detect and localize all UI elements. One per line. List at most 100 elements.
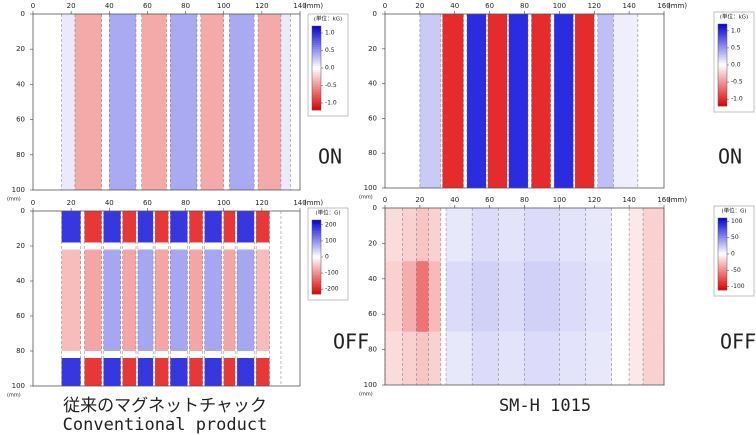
heat-cell — [613, 14, 638, 188]
colorbar-title: (単位：kG) — [720, 13, 748, 21]
heat-cell — [135, 242, 138, 250]
heat-cell — [594, 14, 598, 188]
heat-cell — [170, 358, 188, 386]
heat-cell — [168, 242, 171, 250]
colorbar-step — [718, 73, 727, 76]
y-tick-label: 60 — [16, 312, 25, 320]
colorbar-step — [312, 245, 321, 249]
heat-cell — [103, 249, 121, 351]
x-tick-label: 80 — [181, 199, 190, 207]
x-tick-label: 0 — [31, 199, 35, 207]
colorbar-tick-label: -1.0 — [731, 96, 743, 103]
colorbar-step — [312, 53, 321, 56]
heat-cell — [187, 358, 190, 386]
colorbar-step — [312, 91, 321, 94]
heat-cell — [153, 358, 156, 386]
colorbar-step — [312, 38, 321, 41]
y-tick-label: 80 — [16, 347, 25, 355]
y-tick-label: 20 — [368, 45, 377, 53]
colorbar-step — [718, 255, 727, 258]
colorbar-step — [718, 272, 727, 275]
heat-cell — [170, 249, 188, 351]
heat-cell — [204, 249, 222, 351]
x-tick-label: 60 — [485, 2, 494, 10]
heat-cell — [223, 211, 236, 243]
colorbar-step — [312, 76, 321, 79]
heat-cell — [221, 358, 224, 386]
colorbar-step — [312, 258, 321, 261]
colorbar-step — [718, 93, 727, 97]
colorbar-step — [718, 50, 727, 53]
x-tick-label: 0 — [31, 2, 35, 10]
colorbar-step — [718, 219, 727, 222]
colorbar-step — [312, 255, 321, 258]
heat-cell — [254, 351, 257, 358]
colorbar-step — [718, 65, 727, 68]
heat-cell — [256, 242, 270, 250]
colorbar-step — [718, 275, 727, 278]
heat-cell — [416, 331, 429, 385]
colorbar-title: (単位：G) — [721, 207, 746, 215]
colorbar-step — [718, 75, 727, 78]
colorbar-step — [312, 74, 321, 77]
x-tick-label: 20 — [415, 2, 424, 10]
colorbar-step — [312, 277, 321, 280]
y-axis-unit: (mm) — [359, 195, 373, 201]
heat-cell — [61, 249, 81, 351]
colorbar-step — [312, 238, 321, 241]
colorbar-step — [718, 232, 727, 235]
colorbar-step — [718, 234, 727, 237]
x-tick-label: 60 — [143, 199, 152, 207]
heat-cell — [189, 242, 203, 250]
heat-cell — [155, 242, 169, 250]
x-tick-label: 80 — [520, 2, 529, 10]
heat-cell — [550, 14, 555, 188]
colorbar-step — [312, 42, 321, 46]
colorbar-step — [718, 103, 727, 107]
heat-cell — [237, 242, 255, 250]
heat-cell — [507, 14, 509, 188]
colorbar-step — [718, 48, 727, 51]
heat-cell — [153, 211, 156, 243]
heat-cell — [137, 351, 154, 358]
colorbar-step — [718, 250, 727, 253]
heat-cell — [155, 358, 169, 386]
heat-cell — [643, 208, 664, 262]
colorbar-tick-label: 0 — [325, 254, 329, 261]
colorbar-step — [312, 266, 321, 269]
colorbar-step — [312, 271, 321, 274]
heat-cell — [103, 358, 121, 386]
colorbar-step — [312, 275, 321, 278]
colorbar-step — [718, 277, 727, 280]
colorbar-step — [312, 273, 321, 276]
heat-cell — [153, 351, 156, 358]
y-tick-label: 0 — [21, 10, 25, 18]
heat-cell — [256, 249, 270, 351]
heat-cell — [256, 351, 270, 358]
heat-cell — [187, 211, 190, 243]
x-axis-unit: (mm) — [668, 2, 687, 10]
colorbar-step — [718, 28, 727, 31]
colorbar-step — [312, 26, 321, 29]
colorbar-step — [718, 101, 727, 105]
heat-cell — [80, 211, 85, 243]
heat-cell — [189, 249, 203, 351]
colorbar-step — [718, 288, 727, 291]
colorbar-step — [312, 221, 321, 224]
colorbar-step — [718, 282, 727, 285]
heat-cell — [84, 358, 102, 386]
colorbar-step — [312, 34, 321, 37]
heat-cell — [487, 14, 508, 188]
heat-cell — [204, 358, 222, 386]
heat-cell — [269, 351, 281, 358]
heat-cell — [170, 351, 188, 358]
colorbar-step — [312, 107, 321, 111]
colorbar-step — [312, 93, 321, 96]
heat-cell — [440, 261, 447, 332]
heat-cell — [402, 331, 417, 385]
heat-cell — [402, 208, 417, 262]
heat-cell — [202, 351, 205, 358]
colorbar-step — [718, 241, 727, 244]
heat-cell — [101, 249, 104, 351]
x-tick-label: 40 — [105, 2, 114, 10]
